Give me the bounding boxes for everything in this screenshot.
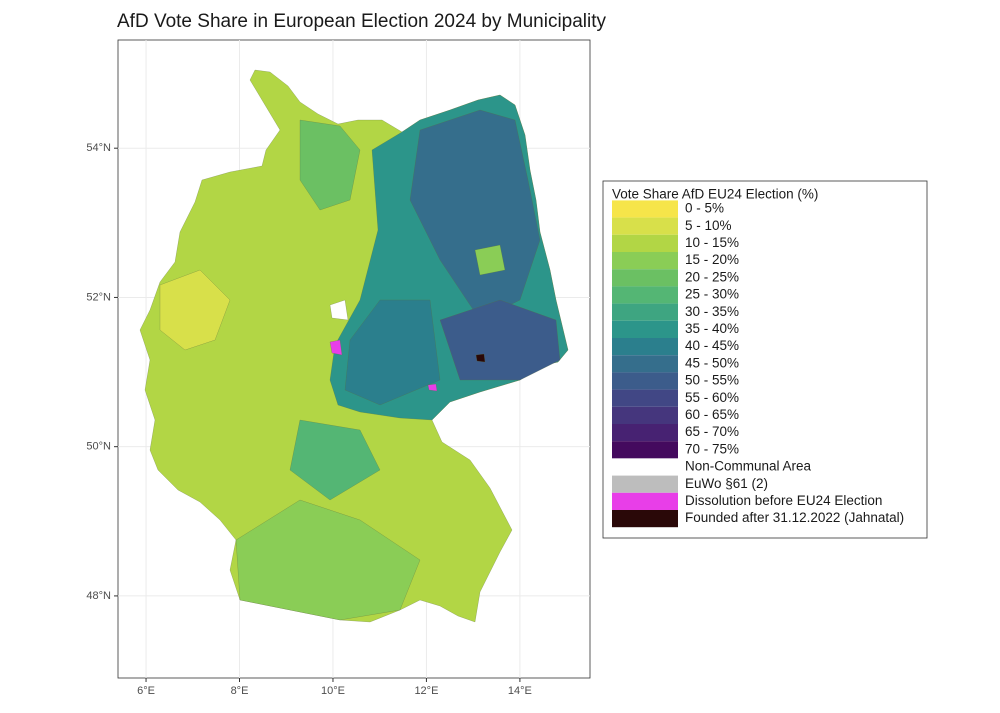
map-region bbox=[409, 109, 541, 321]
legend-label: 5 - 10% bbox=[685, 218, 732, 233]
legend-label: Non-Communal Area bbox=[685, 459, 812, 474]
map-region bbox=[344, 299, 441, 406]
map bbox=[139, 69, 569, 623]
y-tick-label: 48°N bbox=[86, 590, 111, 602]
legend-label: 60 - 65% bbox=[685, 407, 739, 422]
legend-swatch bbox=[612, 234, 678, 252]
legend-swatch bbox=[612, 217, 678, 235]
map-region bbox=[159, 269, 231, 351]
legend-label: 0 - 5% bbox=[685, 201, 724, 216]
y-tick-label: 52°N bbox=[86, 291, 111, 303]
x-tick-label: 12°E bbox=[414, 685, 438, 697]
legend-label: Dissolution before EU24 Election bbox=[685, 493, 882, 508]
chart-title: AfD Vote Share in European Election 2024… bbox=[117, 11, 607, 32]
map-region bbox=[235, 499, 421, 621]
map-region bbox=[475, 353, 486, 363]
legend-label: EuWo §61 (2) bbox=[685, 476, 768, 491]
map-region bbox=[427, 383, 438, 392]
legend-swatch bbox=[612, 510, 678, 528]
map-region bbox=[439, 299, 561, 381]
legend-swatch bbox=[612, 441, 678, 459]
legend-label: 55 - 60% bbox=[685, 390, 739, 405]
legend-swatch bbox=[612, 269, 678, 287]
y-tick-label: 54°N bbox=[86, 142, 111, 154]
x-tick-label: 10°E bbox=[321, 685, 345, 697]
map-region bbox=[329, 299, 349, 321]
legend-label: 10 - 15% bbox=[685, 235, 739, 250]
legend-label: 40 - 45% bbox=[685, 338, 739, 353]
legend-label: 30 - 35% bbox=[685, 304, 739, 319]
legend-swatch bbox=[612, 200, 678, 218]
legend-label: 35 - 40% bbox=[685, 321, 739, 336]
legend-label: 20 - 25% bbox=[685, 269, 739, 284]
legend-title: Vote Share AfD EU24 Election (%) bbox=[612, 187, 818, 202]
x-tick-label: 6°E bbox=[137, 685, 155, 697]
x-tick-label: 14°E bbox=[508, 685, 532, 697]
legend-label: 45 - 50% bbox=[685, 355, 739, 370]
legend-swatch bbox=[612, 389, 678, 407]
legend-swatch bbox=[612, 475, 678, 493]
legend-swatch bbox=[612, 355, 678, 373]
legend-label: Founded after 31.12.2022 (Jahnatal) bbox=[685, 510, 904, 525]
legend-swatch bbox=[612, 372, 678, 390]
legend-label: 70 - 75% bbox=[685, 441, 739, 456]
map-region bbox=[474, 244, 506, 276]
map-region bbox=[289, 419, 381, 501]
legend-swatch bbox=[612, 286, 678, 304]
legend-swatch bbox=[612, 458, 678, 476]
map-region bbox=[299, 119, 361, 211]
legend-swatch bbox=[612, 424, 678, 442]
legend-swatch bbox=[612, 303, 678, 321]
legend-swatch bbox=[612, 320, 678, 338]
legend-swatch bbox=[612, 338, 678, 356]
legend-swatch bbox=[612, 492, 678, 510]
x-tick-label: 8°E bbox=[231, 685, 249, 697]
legend-label: 65 - 70% bbox=[685, 424, 739, 439]
legend-swatch bbox=[612, 252, 678, 270]
legend-label: 15 - 20% bbox=[685, 252, 739, 267]
legend-swatch bbox=[612, 406, 678, 424]
y-tick-label: 50°N bbox=[86, 441, 111, 453]
legend-label: 25 - 30% bbox=[685, 287, 739, 302]
legend-label: 50 - 55% bbox=[685, 373, 739, 388]
map-region bbox=[329, 339, 343, 356]
